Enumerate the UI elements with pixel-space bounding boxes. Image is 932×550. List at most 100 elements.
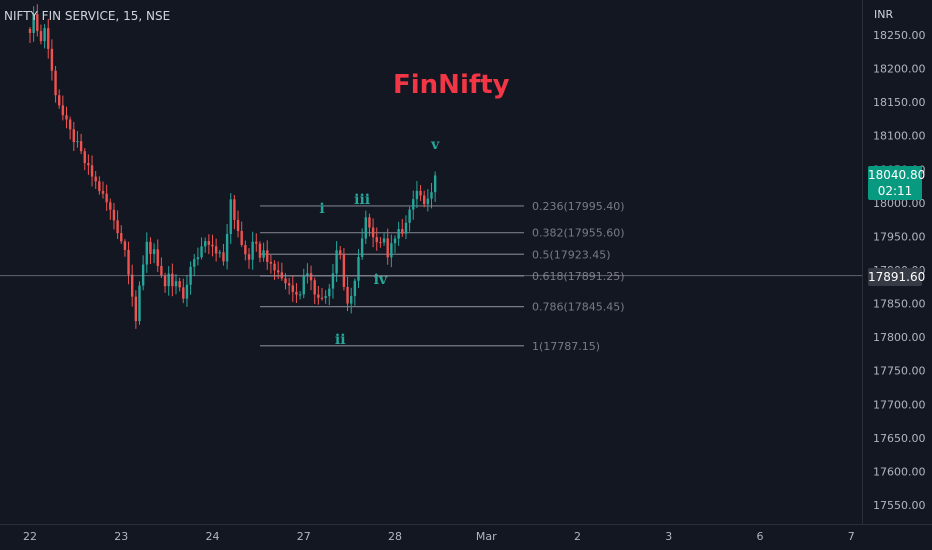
candle[interactable] bbox=[182, 278, 185, 304]
candle[interactable] bbox=[382, 232, 386, 246]
candle[interactable] bbox=[353, 278, 357, 306]
candle[interactable] bbox=[415, 181, 419, 208]
candle[interactable] bbox=[185, 275, 189, 307]
candle[interactable] bbox=[423, 190, 426, 208]
candle[interactable] bbox=[54, 65, 57, 103]
candle[interactable] bbox=[298, 291, 302, 300]
candle[interactable] bbox=[251, 231, 254, 270]
candle[interactable] bbox=[152, 243, 156, 264]
candle[interactable] bbox=[368, 213, 371, 237]
candle[interactable] bbox=[419, 185, 422, 201]
candle[interactable] bbox=[112, 202, 116, 230]
candle[interactable] bbox=[141, 255, 145, 291]
wave-label[interactable]: iii bbox=[354, 192, 370, 208]
candle[interactable] bbox=[302, 268, 305, 299]
candle[interactable] bbox=[313, 277, 316, 305]
candle[interactable] bbox=[371, 218, 375, 248]
candle[interactable] bbox=[163, 272, 167, 293]
candle[interactable] bbox=[357, 249, 360, 288]
candle[interactable] bbox=[317, 286, 320, 305]
candle[interactable] bbox=[306, 263, 309, 284]
candle[interactable] bbox=[174, 274, 178, 295]
candle[interactable] bbox=[116, 210, 119, 239]
candle[interactable] bbox=[277, 261, 280, 280]
candle[interactable] bbox=[397, 221, 400, 246]
candle[interactable] bbox=[218, 249, 221, 258]
candle[interactable] bbox=[229, 193, 232, 244]
candle[interactable] bbox=[193, 253, 196, 277]
candle[interactable] bbox=[145, 232, 148, 273]
candle[interactable] bbox=[207, 234, 211, 255]
candle[interactable] bbox=[247, 248, 251, 269]
candle[interactable] bbox=[65, 106, 68, 129]
candle[interactable] bbox=[339, 246, 342, 260]
candle[interactable] bbox=[266, 240, 269, 270]
candle[interactable] bbox=[47, 18, 50, 59]
symbol-title[interactable]: NIFTY FIN SERVICE, 15, NSE bbox=[4, 9, 171, 23]
candle[interactable] bbox=[346, 276, 349, 312]
candle[interactable] bbox=[331, 264, 335, 299]
candle[interactable] bbox=[320, 287, 324, 301]
candle[interactable] bbox=[76, 131, 79, 148]
candle[interactable] bbox=[236, 210, 240, 238]
candle[interactable] bbox=[61, 95, 65, 121]
candle[interactable] bbox=[123, 239, 127, 257]
candle[interactable] bbox=[287, 277, 291, 295]
candle[interactable] bbox=[149, 237, 152, 265]
candle[interactable] bbox=[171, 263, 174, 297]
candle[interactable] bbox=[105, 184, 108, 211]
candle[interactable] bbox=[127, 241, 130, 285]
candle[interactable] bbox=[109, 198, 112, 220]
candle[interactable] bbox=[412, 190, 415, 220]
candle[interactable] bbox=[134, 290, 138, 329]
candle[interactable] bbox=[131, 264, 134, 307]
candle[interactable] bbox=[360, 228, 364, 260]
candle[interactable] bbox=[379, 237, 382, 248]
candle[interactable] bbox=[375, 227, 378, 251]
candle[interactable] bbox=[79, 133, 83, 155]
wave-label[interactable]: i bbox=[319, 201, 324, 217]
candle[interactable] bbox=[426, 189, 430, 212]
candle[interactable] bbox=[222, 243, 225, 266]
candle[interactable] bbox=[433, 171, 437, 202]
candle[interactable] bbox=[255, 233, 258, 252]
candle[interactable] bbox=[342, 248, 346, 291]
candle[interactable] bbox=[233, 194, 236, 230]
candle[interactable] bbox=[94, 170, 97, 189]
candle[interactable] bbox=[160, 257, 163, 278]
candle[interactable] bbox=[273, 260, 276, 280]
candle[interactable] bbox=[32, 6, 35, 42]
candle[interactable] bbox=[83, 148, 86, 171]
candle[interactable] bbox=[72, 121, 75, 152]
candle[interactable] bbox=[408, 206, 411, 232]
candle[interactable] bbox=[204, 237, 207, 253]
candle[interactable] bbox=[280, 262, 284, 281]
wave-label[interactable]: v bbox=[430, 137, 440, 153]
candle[interactable] bbox=[291, 275, 294, 302]
candle[interactable] bbox=[120, 225, 123, 244]
candle[interactable] bbox=[430, 182, 433, 209]
candle[interactable] bbox=[39, 24, 43, 45]
candle[interactable] bbox=[240, 221, 243, 248]
candle[interactable] bbox=[200, 237, 203, 260]
candle[interactable] bbox=[90, 155, 94, 187]
candle[interactable] bbox=[295, 283, 298, 303]
candle[interactable] bbox=[211, 234, 214, 257]
candle[interactable] bbox=[258, 241, 262, 263]
candle[interactable] bbox=[364, 210, 367, 245]
candle[interactable] bbox=[393, 235, 397, 253]
candle[interactable] bbox=[404, 215, 408, 240]
candle[interactable] bbox=[138, 281, 141, 325]
candle[interactable] bbox=[36, 4, 39, 37]
candle[interactable] bbox=[225, 224, 229, 270]
candle[interactable] bbox=[269, 254, 273, 274]
candle[interactable] bbox=[189, 261, 192, 295]
candle[interactable] bbox=[101, 181, 105, 199]
candle[interactable] bbox=[87, 154, 90, 175]
candle[interactable] bbox=[43, 24, 46, 49]
candle[interactable] bbox=[178, 277, 181, 292]
chart-annotation-title[interactable]: FinNifty bbox=[393, 70, 510, 100]
candle[interactable] bbox=[156, 239, 159, 272]
candle[interactable] bbox=[196, 247, 200, 266]
